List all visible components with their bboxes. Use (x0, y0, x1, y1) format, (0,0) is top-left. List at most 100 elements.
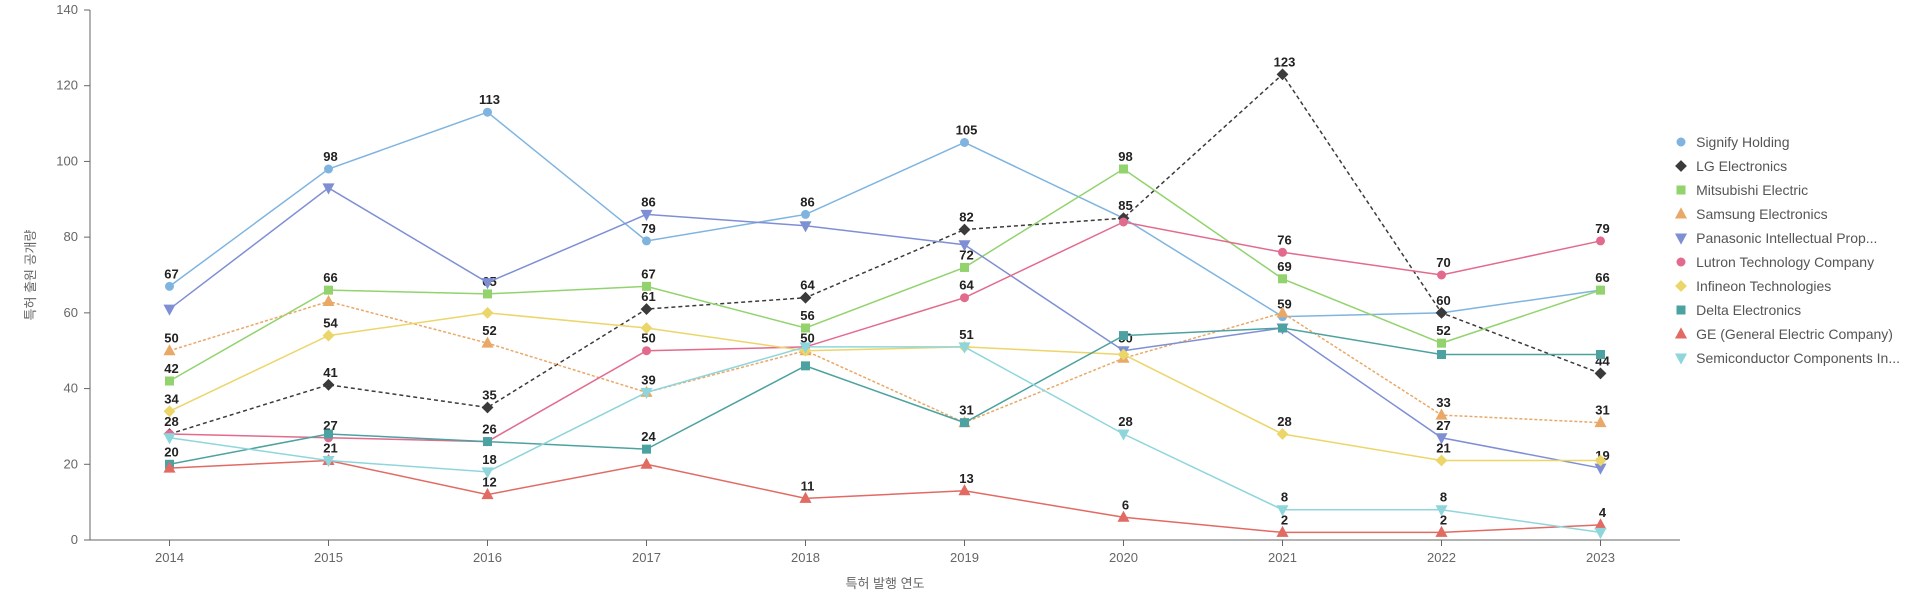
series-marker (325, 286, 333, 294)
series-marker (1120, 165, 1128, 173)
legend-label: Semiconductor Components In... (1696, 346, 1900, 370)
series-marker (1120, 332, 1128, 340)
series-marker (800, 293, 810, 303)
data-label: 64 (959, 278, 974, 293)
series-marker (1120, 218, 1128, 226)
data-label: 28 (164, 414, 178, 429)
data-label: 20 (164, 444, 178, 459)
series-marker (484, 290, 492, 298)
y-tick-label: 120 (56, 78, 78, 93)
series-line (170, 313, 1601, 461)
series-marker (325, 165, 333, 173)
series-marker (643, 347, 651, 355)
data-label: 12 (482, 475, 496, 490)
series-marker (323, 296, 333, 306)
y-tick-label: 20 (64, 456, 78, 471)
x-tick-label: 2014 (155, 550, 184, 565)
series-line (170, 461, 1601, 533)
series-marker (1595, 368, 1605, 378)
series-marker (482, 308, 492, 318)
data-label: 42 (164, 361, 178, 376)
legend-item: Mitsubishi Electric (1672, 178, 1900, 202)
series-marker (323, 184, 333, 194)
legend-item: Infineon Technologies (1672, 274, 1900, 298)
diamond-icon (1673, 278, 1689, 294)
y-tick-label: 140 (56, 2, 78, 17)
x-tick-label: 2018 (791, 550, 820, 565)
data-label: 21 (323, 441, 337, 456)
legend-label: Mitsubishi Electric (1696, 178, 1808, 202)
data-label: 13 (959, 471, 973, 486)
series-marker (959, 224, 969, 234)
series-line (170, 302, 1601, 423)
data-label: 82 (959, 210, 973, 225)
legend-item: Delta Electronics (1672, 298, 1900, 322)
data-label: 66 (1595, 270, 1609, 285)
data-label: 54 (323, 316, 338, 331)
data-label: 24 (641, 429, 656, 444)
data-label: 105 (956, 123, 978, 138)
data-label: 56 (800, 308, 814, 323)
circle-icon (1673, 134, 1689, 150)
data-label: 64 (800, 278, 815, 293)
series-marker (325, 430, 333, 438)
data-label: 39 (641, 372, 655, 387)
series-marker (1595, 528, 1605, 538)
data-label: 18 (482, 452, 496, 467)
series-marker (961, 263, 969, 271)
data-label: 98 (1118, 149, 1132, 164)
series-marker (1597, 286, 1605, 294)
series-marker (961, 139, 969, 147)
legend-item: Lutron Technology Company (1672, 250, 1900, 274)
data-label: 79 (1595, 221, 1609, 236)
legend-item: LG Electronics (1672, 154, 1900, 178)
data-label: 59 (1277, 297, 1291, 312)
series-marker (1436, 308, 1446, 318)
diamond-icon (1673, 158, 1689, 174)
series-marker (1279, 275, 1287, 283)
data-label: 33 (1436, 395, 1450, 410)
data-label: 113 (479, 92, 500, 107)
legend-item: GE (General Electric Company) (1672, 322, 1900, 346)
data-label: 8 (1281, 490, 1288, 505)
series-marker (1279, 324, 1287, 332)
data-label: 66 (323, 270, 337, 285)
series-marker (1438, 339, 1446, 347)
data-label: 61 (641, 289, 655, 304)
series-marker (961, 294, 969, 302)
x-tick-label: 2016 (473, 550, 502, 565)
series-marker (802, 362, 810, 370)
series-marker (1597, 237, 1605, 245)
data-label: 79 (641, 221, 655, 236)
data-label: 31 (1595, 403, 1609, 418)
data-label: 50 (641, 331, 655, 346)
data-label: 52 (1436, 323, 1450, 338)
series-marker (643, 237, 651, 245)
line-chart: 020406080100120140특허 출원 공개량2014201520162… (0, 0, 1920, 604)
square-icon (1673, 182, 1689, 198)
data-label: 11 (801, 478, 815, 493)
data-label: 98 (323, 149, 337, 164)
data-label: 69 (1277, 259, 1291, 274)
legend-label: LG Electronics (1696, 154, 1787, 178)
triangle-icon (1673, 206, 1689, 222)
data-label: 52 (482, 323, 496, 338)
data-label: 4 (1599, 505, 1607, 520)
legend-item: Signify Holding (1672, 130, 1900, 154)
y-tick-label: 80 (64, 229, 78, 244)
data-label: 76 (1277, 232, 1291, 247)
series-marker (482, 402, 492, 412)
legend-label: Samsung Electronics (1696, 202, 1828, 226)
data-label: 50 (164, 331, 178, 346)
legend-label: Signify Holding (1696, 130, 1789, 154)
series-marker (164, 345, 174, 355)
series-marker (1279, 248, 1287, 256)
x-tick-label: 2023 (1586, 550, 1615, 565)
series-marker (1277, 429, 1287, 439)
x-tick-label: 2017 (632, 550, 661, 565)
data-label: 8 (1440, 490, 1447, 505)
series-marker (1597, 351, 1605, 359)
data-label: 86 (800, 194, 814, 209)
series-marker (641, 459, 651, 469)
x-tick-label: 2021 (1268, 550, 1297, 565)
